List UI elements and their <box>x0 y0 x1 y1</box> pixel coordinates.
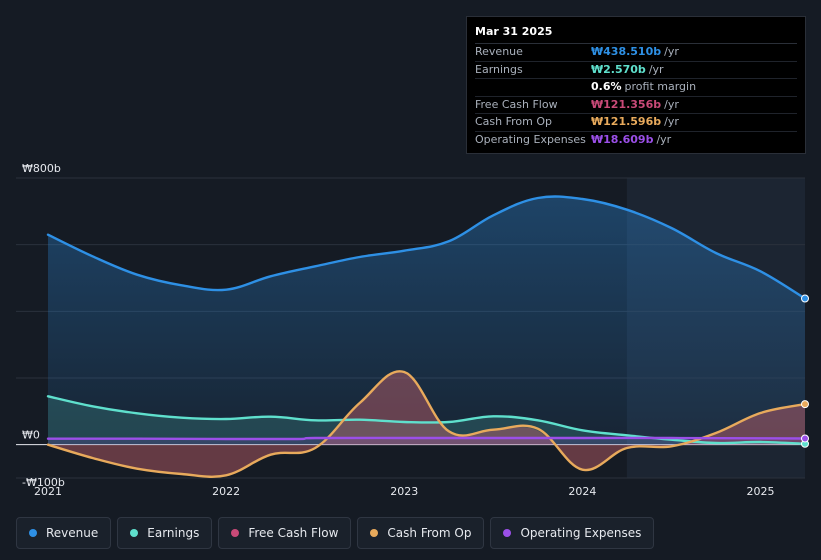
tooltip-unit: /yr <box>664 115 679 128</box>
line-earnings <box>46 395 807 445</box>
tooltip-value: ₩438.510b <box>591 45 662 58</box>
tooltip-row: 0.6% profit margin <box>475 79 797 97</box>
x-tick-label: 2024 <box>568 485 596 498</box>
series-lines <box>46 195 807 478</box>
tooltip-row: Cash From Op ₩121.596b/yr <box>475 114 797 132</box>
tooltip-label: Revenue <box>475 45 523 58</box>
tooltip-unit: /yr <box>656 132 672 146</box>
series-areas <box>48 196 805 477</box>
tooltip-value: ₩121.356b <box>591 97 662 111</box>
x-tick-label: 2025 <box>746 485 774 498</box>
legend-label: Free Cash Flow <box>248 526 339 540</box>
y-axis-labels: ₩800b ₩0 -₩100b <box>22 162 65 489</box>
x-tick-label: 2021 <box>34 485 62 498</box>
y-tick-label: ₩800b <box>22 162 61 175</box>
legend-item-cash-from-op[interactable]: Cash From Op <box>357 517 485 549</box>
area-revenue <box>48 196 805 445</box>
chart: ₩800b ₩0 -₩100b 2021 2022 2023 2024 2025 <box>16 162 809 498</box>
area-earnings <box>48 396 805 445</box>
end-marker-cfo <box>801 400 809 409</box>
tooltip-label: Operating Expenses <box>475 132 586 146</box>
legend-label: Earnings <box>147 526 200 540</box>
legend-item-revenue[interactable]: Revenue <box>16 517 112 549</box>
legend-item-earnings[interactable]: Earnings <box>117 517 213 549</box>
legend-dot-icon <box>231 529 240 537</box>
tooltip-value: ₩2.570b <box>591 62 646 76</box>
tooltip-unit: profit margin <box>624 80 697 93</box>
line-revenue <box>46 195 807 300</box>
tooltip-value: 0.6% <box>591 80 622 93</box>
y-tick-label: -₩100b <box>22 476 65 489</box>
tooltip-value: ₩121.596b <box>591 115 662 128</box>
legend-item-operating-expenses[interactable]: Operating Expenses <box>490 517 655 549</box>
legend-label: Cash From Op <box>387 526 472 540</box>
tooltip-unit: /yr <box>664 97 679 111</box>
legend-dot-icon <box>130 529 139 537</box>
legend-item-free-cash-flow[interactable]: Free Cash Flow <box>218 517 352 549</box>
tooltip-row: Free Cash Flow ₩121.356b/yr <box>475 97 797 114</box>
area-cfo <box>48 371 805 477</box>
y-tick-label: ₩0 <box>22 429 40 442</box>
tooltip-label <box>475 79 591 96</box>
end-marker-opex <box>801 434 809 443</box>
series-end-markers <box>801 294 809 448</box>
tooltip-label: Free Cash Flow <box>475 97 558 111</box>
tooltip-row: Operating Expenses ₩18.609b/yr <box>475 132 797 149</box>
end-marker-revenue <box>801 294 809 303</box>
line-opex <box>46 436 807 441</box>
legend-label: Revenue <box>46 526 99 540</box>
legend-dot-icon <box>29 529 37 537</box>
legend-dot-icon <box>503 529 512 537</box>
tooltip-date: Mar 31 2025 <box>475 23 797 44</box>
tooltip-label: Earnings <box>475 62 523 76</box>
tooltip-label: Cash From Op <box>475 115 553 128</box>
x-tick-label: 2022 <box>212 485 240 498</box>
tooltip-unit: /yr <box>648 62 664 76</box>
legend-label: Operating Expenses <box>520 526 642 540</box>
legend-dot-icon <box>370 529 379 537</box>
tooltip-value: ₩18.609b <box>591 132 654 146</box>
chart-legend: Revenue Earnings Free Cash Flow Cash From O… <box>16 517 660 549</box>
line-cfo <box>46 370 807 478</box>
data-tooltip: Mar 31 2025 Revenue ₩438.510b/yr Earnings ₩… <box>466 16 806 154</box>
x-axis-labels: 2021 2022 2023 2024 2025 <box>34 485 774 498</box>
tooltip-row: Revenue ₩438.510b/yr <box>475 44 797 62</box>
area-fcf <box>48 371 805 477</box>
x-tick-label: 2023 <box>390 485 418 498</box>
tooltip-unit: /yr <box>664 45 679 58</box>
tooltip-row: Earnings ₩2.570b/yr <box>475 62 797 79</box>
